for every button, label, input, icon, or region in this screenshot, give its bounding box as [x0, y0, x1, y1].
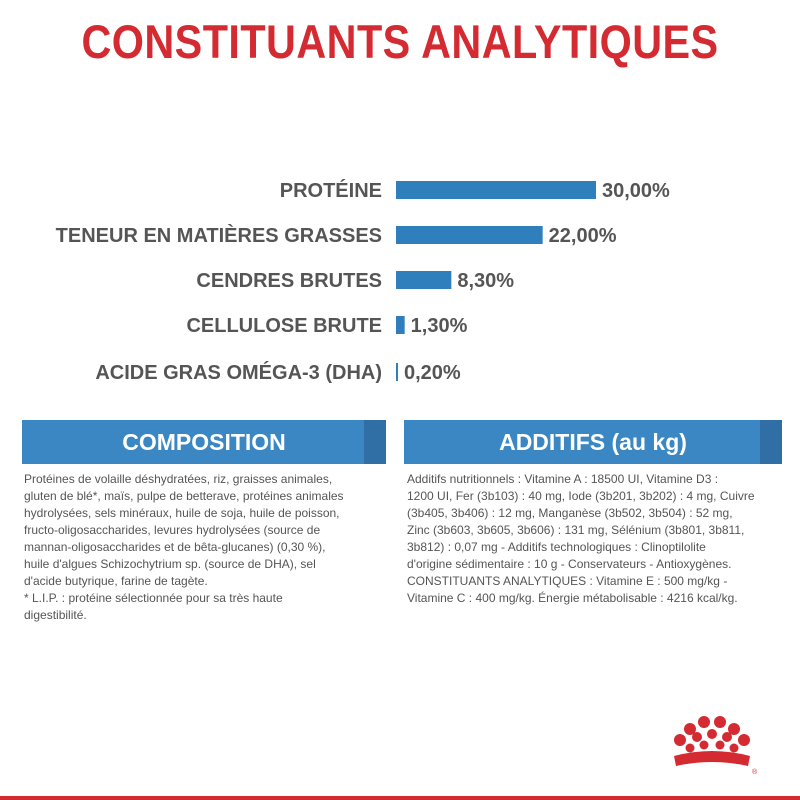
additives-header-label: ADDITIFS (au kg)	[499, 428, 687, 455]
crown-dot	[728, 723, 740, 735]
analytical-bar-chart: PROTÉINE 30,00% TENEUR EN MATIÈRES GRASSES…	[56, 179, 670, 384]
additives-line: Zinc (3b603, 3b605, 3b606) : 131 mg, Sél…	[407, 523, 745, 537]
crown-dot	[685, 743, 695, 753]
additives-line: 1200 UI, Fer (3b103) : 40 mg, Iode (3b20…	[407, 489, 755, 503]
category-label: ACIDE GRAS OMÉGA-3 (DHA)	[95, 361, 382, 384]
composition-text: Protéines de volaille déshydratées, riz,…	[24, 471, 386, 624]
additives-line: d'origine sédimentaire : 10 g - Conserva…	[407, 557, 732, 571]
page-title: CONSTITUANTS ANALYTIQUES	[81, 15, 719, 68]
royal-canin-crown-logo: ®	[660, 712, 760, 778]
category-label: PROTÉINE	[280, 179, 382, 202]
crown-dot	[729, 743, 739, 753]
crown-dot	[698, 716, 710, 728]
crown-dot	[692, 732, 702, 742]
crown-dot	[707, 729, 717, 739]
composition-line: mannan-oligosaccharides et de bêta-gluca…	[24, 540, 326, 554]
bar	[396, 363, 398, 381]
value-label: 22,00%	[549, 225, 617, 247]
crown-dot	[738, 734, 750, 746]
category-label: TENEUR EN MATIÈRES GRASSES	[56, 224, 382, 247]
composition-line: huile d'algues Schizochytrium sp. (sourc…	[24, 557, 316, 571]
value-label: 30,00%	[602, 180, 670, 202]
value-label: 1,30%	[411, 315, 468, 337]
composition-line: * L.I.P. : protéine sélectionnée pour sa…	[24, 591, 283, 605]
additives-header: ADDITIFS (au kg)	[404, 420, 782, 464]
bar	[396, 316, 405, 334]
category-label: CELLULOSE BRUTE	[186, 315, 382, 337]
header-stripe	[364, 420, 386, 464]
composition-line: digestibilité.	[24, 608, 87, 622]
crown-dot	[715, 740, 725, 750]
bar	[396, 226, 543, 244]
composition-line: fructo-oligosaccharides, levures hydroly…	[24, 523, 321, 537]
bar	[396, 271, 452, 289]
crown-dot	[722, 732, 732, 742]
additives-line: Vitamine C : 400 mg/kg. Énergie métaboli…	[407, 591, 738, 605]
additives-line: Additifs nutritionnels : Vitamine A : 18…	[407, 472, 719, 486]
crown-logo-icon: ®	[674, 716, 758, 776]
category-label: CENDRES BRUTES	[196, 270, 382, 292]
composition-line: gluten de blé*, maïs, pulpe de betterave…	[24, 489, 344, 503]
bar	[396, 181, 596, 199]
composition-line: Protéines de volaille déshydratées, riz,…	[24, 472, 333, 486]
registered-mark: ®	[752, 768, 758, 776]
bottom-rule	[0, 796, 800, 800]
header-stripe	[760, 420, 782, 464]
crown-dot	[714, 716, 726, 728]
crown-dot	[699, 740, 709, 750]
composition-line: d'acide butyrique, farine de tagète.	[24, 574, 208, 588]
composition-line: hydrolysées, sels minéraux, huile de soj…	[24, 506, 340, 520]
crown-dot	[674, 734, 686, 746]
additives-line: (3b405, 3b406) : 12 mg, Manganèse (3b502…	[407, 506, 733, 520]
crown-dot	[684, 723, 696, 735]
value-label: 8,30%	[457, 270, 514, 292]
crown-band	[674, 751, 750, 766]
additives-line: CONSTITUANTS ANALYTIQUES : Vitamine E : …	[407, 574, 728, 588]
value-label: 0,20%	[404, 362, 461, 384]
additives-text: Additifs nutritionnels : Vitamine A : 18…	[407, 471, 779, 607]
additives-line: 3b812) : 0,07 mg - Additifs technologiqu…	[407, 540, 706, 554]
composition-header: COMPOSITION	[22, 420, 386, 464]
composition-header-label: COMPOSITION	[122, 428, 286, 455]
